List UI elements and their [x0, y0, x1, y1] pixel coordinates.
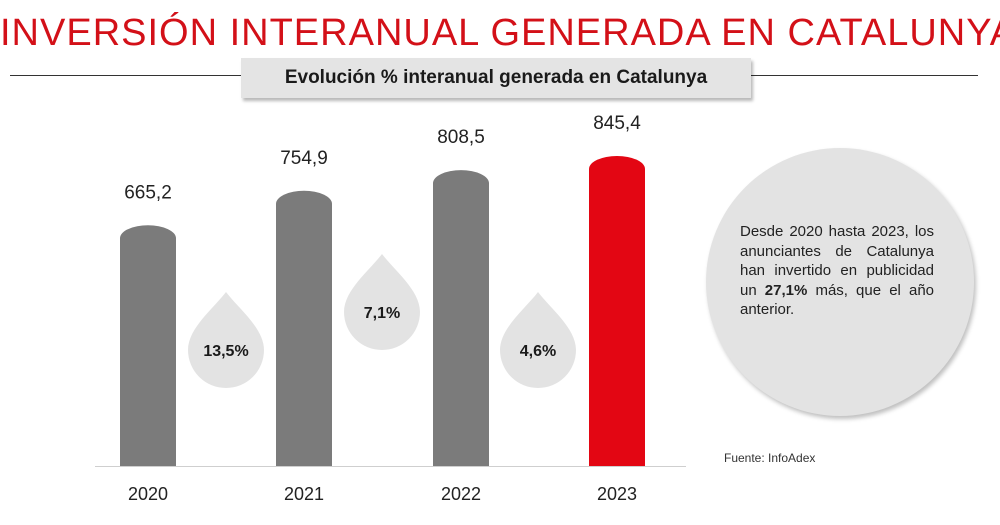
- x-tick-label: 2021: [284, 484, 324, 504]
- chart-subtitle-banner: Evolución % interanual generada en Catal…: [241, 58, 751, 98]
- x-tick-label: 2020: [128, 484, 168, 504]
- x-tick-label: 2023: [597, 484, 637, 504]
- growth-label: 4,6%: [520, 343, 556, 360]
- info-highlight: 27,1%: [764, 281, 808, 299]
- page-title: INVERSIÓN INTERANUAL GENERADA EN CATALUN…: [0, 12, 1000, 54]
- bar-chart: 665,2 2020 754,9 2021 808,5 2022 845,4 2023 13,5…: [95, 113, 686, 504]
- bar: [433, 170, 489, 466]
- bar-value-label: 754,9: [280, 148, 328, 169]
- info-text: Desde 2020 hasta 2023, los anunciantes d…: [740, 222, 934, 320]
- growth-label: 13,5%: [203, 343, 248, 360]
- bar: [276, 190, 332, 466]
- bar-value-label: 808,5: [437, 127, 485, 148]
- growth-drop: [500, 292, 576, 388]
- bar-value-label: 665,2: [124, 182, 172, 203]
- growth-drop: [188, 292, 264, 388]
- growth-drop: [344, 254, 420, 350]
- info-text-after: más, que el año anterior.: [740, 281, 934, 319]
- bar: [589, 156, 645, 466]
- growth-label: 7,1%: [364, 305, 400, 322]
- info-bubble: [706, 148, 974, 416]
- bar: [120, 225, 176, 466]
- info-text-before: Desde 2020 hasta 2023, los anunciantes d…: [740, 223, 934, 299]
- bar-value-label: 845,4: [593, 113, 641, 134]
- source-note: Fuente: InfoAdex: [724, 451, 816, 465]
- x-tick-label: 2022: [441, 484, 481, 504]
